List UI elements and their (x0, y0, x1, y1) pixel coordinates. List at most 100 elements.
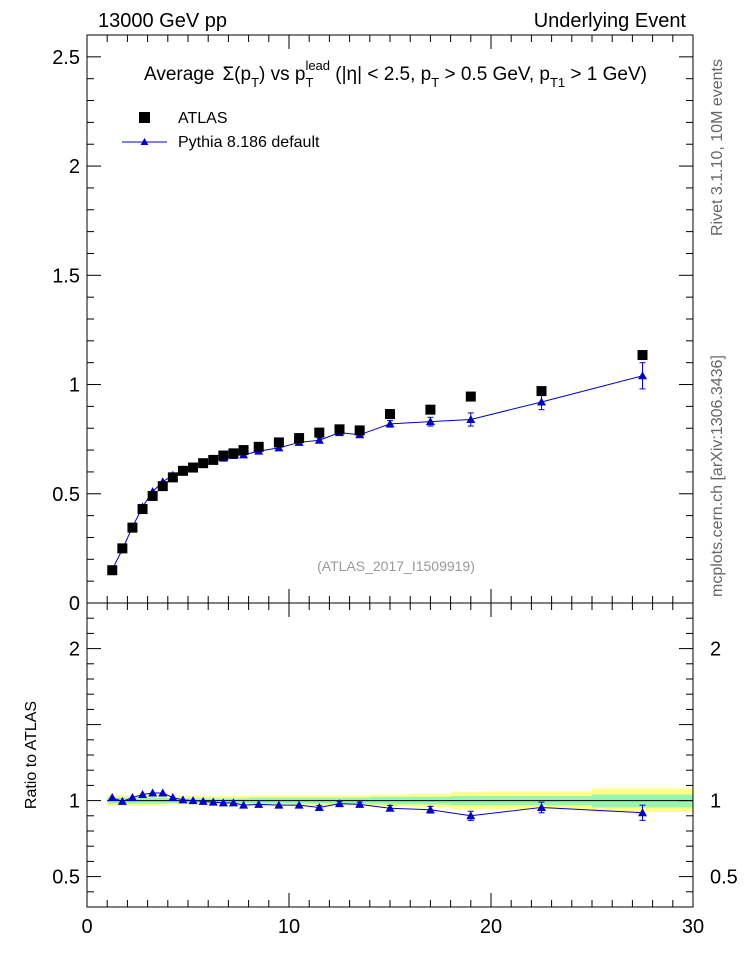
title-cut2: > 0.5 GeV, p (439, 64, 550, 85)
ratio-point (466, 811, 476, 820)
atlas-point (314, 427, 325, 438)
ratio-point (188, 796, 198, 805)
title-cut3: > 1 GeV) (565, 64, 647, 85)
x-tick-label: 0 (81, 916, 92, 938)
atlas-point (218, 450, 229, 461)
legend-pythia-label: Pythia 8.186 default (178, 134, 320, 151)
ratio-point (198, 796, 208, 805)
mcplots-note: mcplots.cern.ch [arXiv:1306.3436] (709, 355, 726, 597)
title-sigma-sub: T (251, 75, 259, 90)
ratio-point (254, 799, 264, 808)
legend-atlas-label: ATLAS (178, 110, 228, 127)
title-sigma: Σ(p (222, 64, 251, 85)
title-cut1-sub: T (431, 75, 439, 90)
atlas-point (137, 504, 148, 515)
ratio-y-tick-label: 2 (69, 639, 80, 661)
legend-atlas-marker (139, 112, 150, 123)
atlas-point (228, 448, 239, 459)
ratio-point (218, 798, 228, 807)
ratio-point (335, 799, 344, 808)
atlas-point (637, 350, 648, 361)
atlas-point (107, 565, 118, 576)
ratio-y-tick-label-right: 1 (710, 791, 721, 813)
header-right: Underlying Event (534, 10, 687, 32)
ratio-point (117, 796, 127, 805)
ratio-point (148, 788, 158, 797)
ratio-point (294, 800, 304, 809)
title-lead-sup: lead (305, 58, 330, 73)
title-vs: ) vs p (259, 64, 305, 85)
atlas-point (188, 462, 199, 473)
ratio-point (355, 799, 365, 808)
rivet-note: Rivet 3.1.10, 10M events (709, 59, 726, 236)
pythia-point (385, 419, 395, 428)
x-tick-label: 10 (278, 916, 300, 938)
ratio-point (138, 790, 148, 799)
atlas-point (334, 424, 345, 435)
ratio-series (107, 788, 647, 821)
ratio-point (228, 798, 238, 807)
pythia-line (111, 375, 643, 570)
ratio-frame (86, 602, 694, 908)
x-tick-labels: 0 10 20 30 (81, 916, 704, 938)
atlas-point (294, 433, 305, 444)
main-y-tick-label: 0 (69, 593, 80, 615)
main-y-tick-label: 0.5 (52, 484, 80, 506)
atlas-point (117, 543, 128, 554)
main-y-tick-label: 1.5 (52, 265, 80, 287)
atlas-point (238, 445, 249, 456)
ratio-point (127, 793, 137, 802)
x-tick-label: 30 (682, 916, 704, 938)
ratio-y-tick-label: 0.5 (52, 867, 80, 889)
atlas-point (157, 481, 168, 492)
atlas-point (167, 472, 178, 483)
ratio-point (638, 808, 647, 817)
header-left: 13000 GeV pp (98, 10, 227, 32)
ratio-point (107, 793, 117, 802)
ratio-plot-panel: 0.5 0.5 1 1 2 2 0 10 20 30 Ratio to ATLAS (23, 602, 738, 938)
ratio-y-tick-label: 1 (69, 791, 80, 813)
main-y-tick-label: 2 (69, 156, 80, 178)
atlas-point (536, 386, 547, 397)
title-cut1: (|η| < 2.5, p (330, 64, 431, 85)
chart-title: Average Σ(pT) vs pTlead (|η| < 2.5, pT > … (144, 58, 647, 90)
ratio-point (314, 802, 324, 811)
pythia-point (466, 414, 476, 423)
ratio-y-tick-label-right: 0.5 (710, 867, 738, 889)
main-y-tick-labels: 0 0.5 1 1.5 2 2.5 (52, 47, 80, 615)
analysis-label: (ATLAS_2017_I1509919) (317, 558, 475, 574)
atlas-point (425, 404, 436, 415)
atlas-point (177, 465, 188, 476)
title-average: Average (144, 64, 214, 85)
ratio-point (178, 795, 188, 804)
atlas-point (208, 454, 219, 465)
pythia-point (537, 397, 546, 406)
atlas-point (253, 441, 264, 452)
ratio-y-label: Ratio to ATLAS (23, 701, 40, 809)
ratio-point (239, 800, 249, 809)
ratio-point (208, 797, 218, 806)
ratio-y-tick-label-right: 2 (710, 639, 721, 661)
main-y-tick-label: 1 (69, 375, 80, 397)
legend-pythia-marker (140, 138, 149, 145)
main-y-tick-label: 2.5 (52, 47, 80, 69)
data-series (107, 350, 648, 576)
atlas-point (385, 409, 395, 420)
ratio-point (385, 803, 395, 812)
atlas-point (354, 425, 365, 436)
legend: ATLAS Pythia 8.186 default (122, 110, 320, 151)
atlas-point (127, 522, 138, 533)
ratio-point (158, 788, 168, 797)
atlas-point (147, 490, 158, 501)
ratio-point (168, 793, 178, 802)
pythia-point (314, 435, 324, 444)
title-lead-sub: T (305, 75, 313, 90)
pythia-point (425, 417, 435, 426)
pythia-point (638, 371, 647, 380)
ratio-point (425, 805, 435, 814)
atlas-point (198, 458, 209, 469)
main-plot-panel: 00.511.522.5 Average Σ(pT) vs pTlead (|η|… (52, 34, 694, 615)
atlas-point (465, 391, 476, 402)
ratio-point (537, 802, 546, 811)
